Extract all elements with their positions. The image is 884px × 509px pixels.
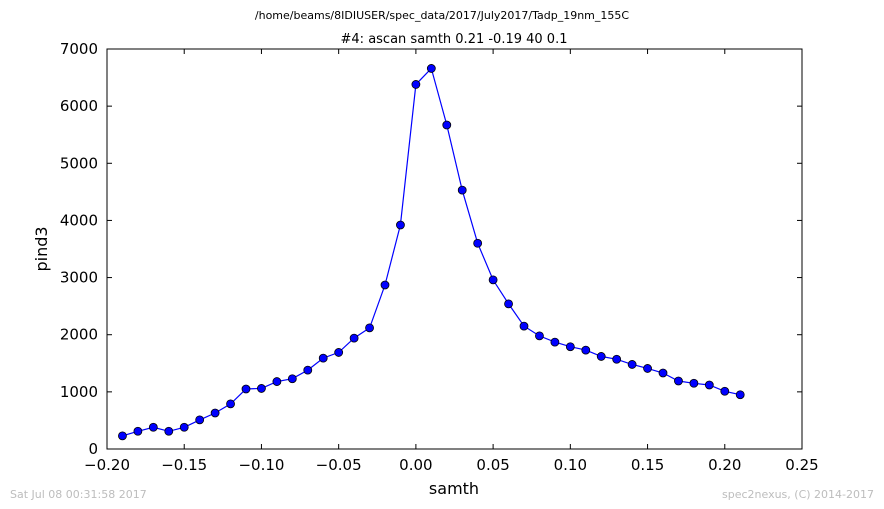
data-point: [133, 426, 143, 436]
data-point: [643, 364, 652, 373]
data-point: [581, 345, 591, 355]
data-point: [318, 353, 328, 363]
data-point: [720, 386, 730, 396]
data-point: [596, 352, 606, 361]
x-tick-label: 0.05: [476, 456, 509, 474]
data-series: [118, 64, 745, 441]
data-point: [658, 368, 668, 378]
axis-ticks: [106, 48, 803, 450]
y-tick-label: 7000: [60, 40, 98, 58]
x-tick-label: 0.20: [708, 456, 741, 474]
data-point: [272, 377, 282, 386]
axis-tick-labels: −0.20 −0.15 −0.10 −0.05 0.00 0.05 0.10 0.15 0.20…: [60, 40, 819, 474]
data-point: [504, 299, 513, 309]
data-point: [179, 422, 189, 432]
x-tick-label: −0.10: [238, 456, 284, 474]
y-tick-label: 6000: [60, 97, 98, 115]
data-point: [735, 390, 745, 400]
data-point: [195, 415, 205, 425]
data-point: [164, 426, 174, 436]
data-point: [457, 185, 467, 195]
y-tick-label: 4000: [60, 211, 98, 229]
footer-credit: spec2nexus, (C) 2014-2017: [722, 488, 874, 501]
data-point: [674, 376, 683, 386]
x-tick-label: −0.05: [316, 456, 362, 474]
plot-frame: [106, 48, 803, 450]
x-tick-label: −0.20: [84, 456, 130, 474]
data-point: [426, 64, 436, 73]
data-point: [565, 342, 575, 352]
data-point: [473, 238, 483, 248]
data-point: [396, 220, 405, 230]
x-tick-label: 0.15: [631, 456, 664, 474]
x-axis-label: samth: [429, 479, 479, 498]
data-point: [612, 354, 622, 364]
data-point: [118, 431, 127, 441]
chart-title: #4: ascan samth 0.21 -0.19 40 0.1: [341, 32, 568, 47]
figure-suptitle: /home/beams/8IDIUSER/spec_data/2017/July…: [254, 9, 630, 22]
data-point: [380, 280, 390, 290]
data-point: [303, 365, 313, 375]
data-point: [411, 80, 421, 89]
data-point: [226, 399, 235, 409]
data-point: [442, 120, 452, 130]
data-point: [627, 360, 637, 369]
data-point: [349, 333, 359, 343]
x-tick-label: 0.00: [399, 456, 432, 474]
footer-timestamp: Sat Jul 08 00:31:58 2017: [10, 488, 147, 501]
y-tick-label: 1000: [60, 383, 98, 401]
data-point: [287, 374, 297, 384]
data-point: [257, 384, 266, 393]
data-point: [519, 321, 529, 331]
data-point: [210, 408, 220, 418]
data-point: [689, 378, 699, 388]
data-point: [535, 331, 544, 341]
data-point: [334, 348, 344, 357]
y-tick-label: 0: [88, 440, 98, 458]
data-point: [241, 384, 251, 394]
x-tick-label: −0.15: [161, 456, 207, 474]
y-axis-label: pind3: [32, 226, 51, 271]
data-point: [365, 323, 374, 333]
x-tick-label: 0.25: [785, 456, 818, 474]
data-point: [550, 337, 560, 347]
series-line: [122, 67, 741, 437]
y-tick-label: 3000: [60, 269, 98, 287]
y-tick-label: 5000: [60, 154, 98, 172]
x-tick-label: 0.10: [554, 456, 587, 474]
data-point: [704, 380, 714, 390]
data-point: [488, 275, 498, 285]
y-tick-label: 2000: [60, 326, 98, 344]
data-point: [148, 422, 158, 432]
